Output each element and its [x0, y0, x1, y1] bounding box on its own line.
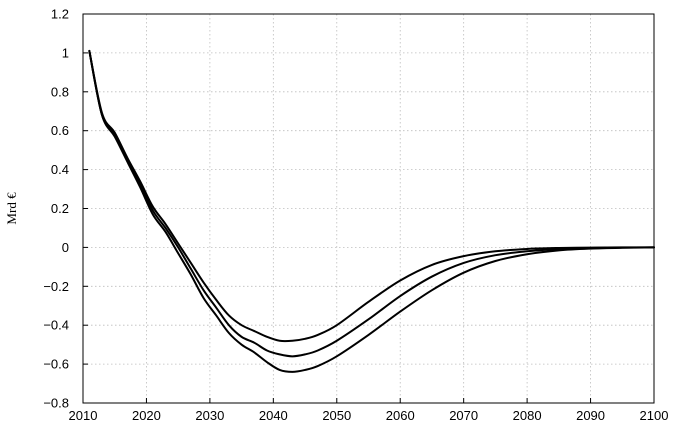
y-tick-label: −0.6 — [43, 357, 69, 372]
x-tick-label: 2090 — [576, 408, 605, 423]
grid-lines — [83, 14, 654, 403]
y-tick-label: −0.8 — [43, 396, 69, 411]
y-tick-label: 0.2 — [51, 201, 69, 216]
y-tick-label: 0.4 — [51, 162, 69, 177]
y-tick-label: 1.2 — [51, 7, 69, 22]
x-tick-label: 2040 — [259, 408, 288, 423]
x-tick-label: 2020 — [132, 408, 161, 423]
y-axis-label: Mrd € — [4, 192, 19, 225]
series-line — [88, 49, 655, 343]
series-line — [88, 49, 655, 358]
series-line — [88, 49, 655, 373]
x-tick-label: 2100 — [640, 408, 669, 423]
y-tick-label: 0.8 — [51, 84, 69, 99]
x-tick-label: 2070 — [449, 408, 478, 423]
y-tick-label: −0.2 — [43, 279, 69, 294]
x-tick-label: 2030 — [195, 408, 224, 423]
x-tick-label: 2050 — [322, 408, 351, 423]
y-axis-ticks: −0.8 −0.6 −0.4 −0.2 0 0.2 0.4 0.6 0.8 1 1.2 — [43, 7, 88, 411]
x-tick-label: 2080 — [513, 408, 542, 423]
series-group — [88, 49, 655, 373]
y-tick-label: 0 — [62, 240, 69, 255]
y-tick-label: 0.6 — [51, 123, 69, 138]
y-tick-label: −0.4 — [43, 318, 69, 333]
x-tick-label: 2060 — [386, 408, 415, 423]
y-tick-label: 1 — [62, 45, 69, 60]
x-tick-label: 2010 — [69, 408, 98, 423]
x-axis-ticks: 2010 2020 2030 2040 2050 2060 2070 2080 2090 2100 — [69, 398, 669, 423]
